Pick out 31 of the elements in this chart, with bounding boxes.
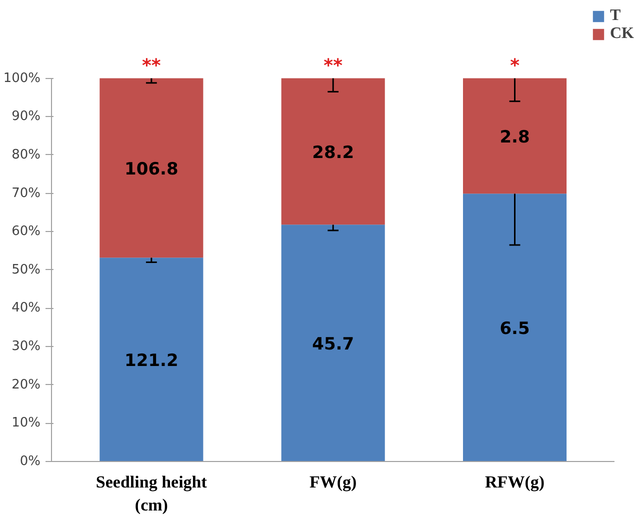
annotation: 106.8 [124, 159, 178, 180]
bar [463, 194, 567, 462]
annotation: 121.2 [124, 351, 178, 372]
y-tick-label: 90% [12, 109, 41, 124]
annotation: * [510, 55, 520, 76]
x-tick-label: FW(g) [309, 472, 357, 492]
y-tick-label: 10% [12, 416, 41, 431]
bar [100, 258, 204, 462]
y-tick-label: 20% [12, 377, 41, 392]
annotation: 28.2 [312, 142, 354, 163]
y-tick-label: 50% [12, 262, 41, 278]
x-tick-label: Seedling height (cm) [96, 472, 208, 514]
annotation: 45.7 [312, 334, 354, 355]
y-tick-label: 30% [12, 339, 41, 354]
legend-label: T [610, 7, 622, 25]
y-tick-label: 80% [12, 147, 41, 162]
legend-label: CK [610, 25, 634, 43]
annotation: ** [324, 55, 344, 76]
annotation: 6.5 [500, 319, 530, 340]
x-tick-label: RFW(g) [485, 472, 545, 492]
bar [463, 78, 567, 194]
annotation: 2.8 [500, 127, 530, 148]
y-tick-label: 0% [20, 454, 40, 469]
bar [100, 78, 204, 258]
y-tick-label: 100% [3, 70, 41, 86]
y-tick-label: 70% [12, 186, 41, 201]
y-tick-label: 40% [12, 300, 41, 316]
y-tick-label: 60% [12, 224, 41, 240]
bar [281, 78, 385, 225]
bar [281, 224, 385, 462]
annotation: ** [142, 55, 162, 76]
